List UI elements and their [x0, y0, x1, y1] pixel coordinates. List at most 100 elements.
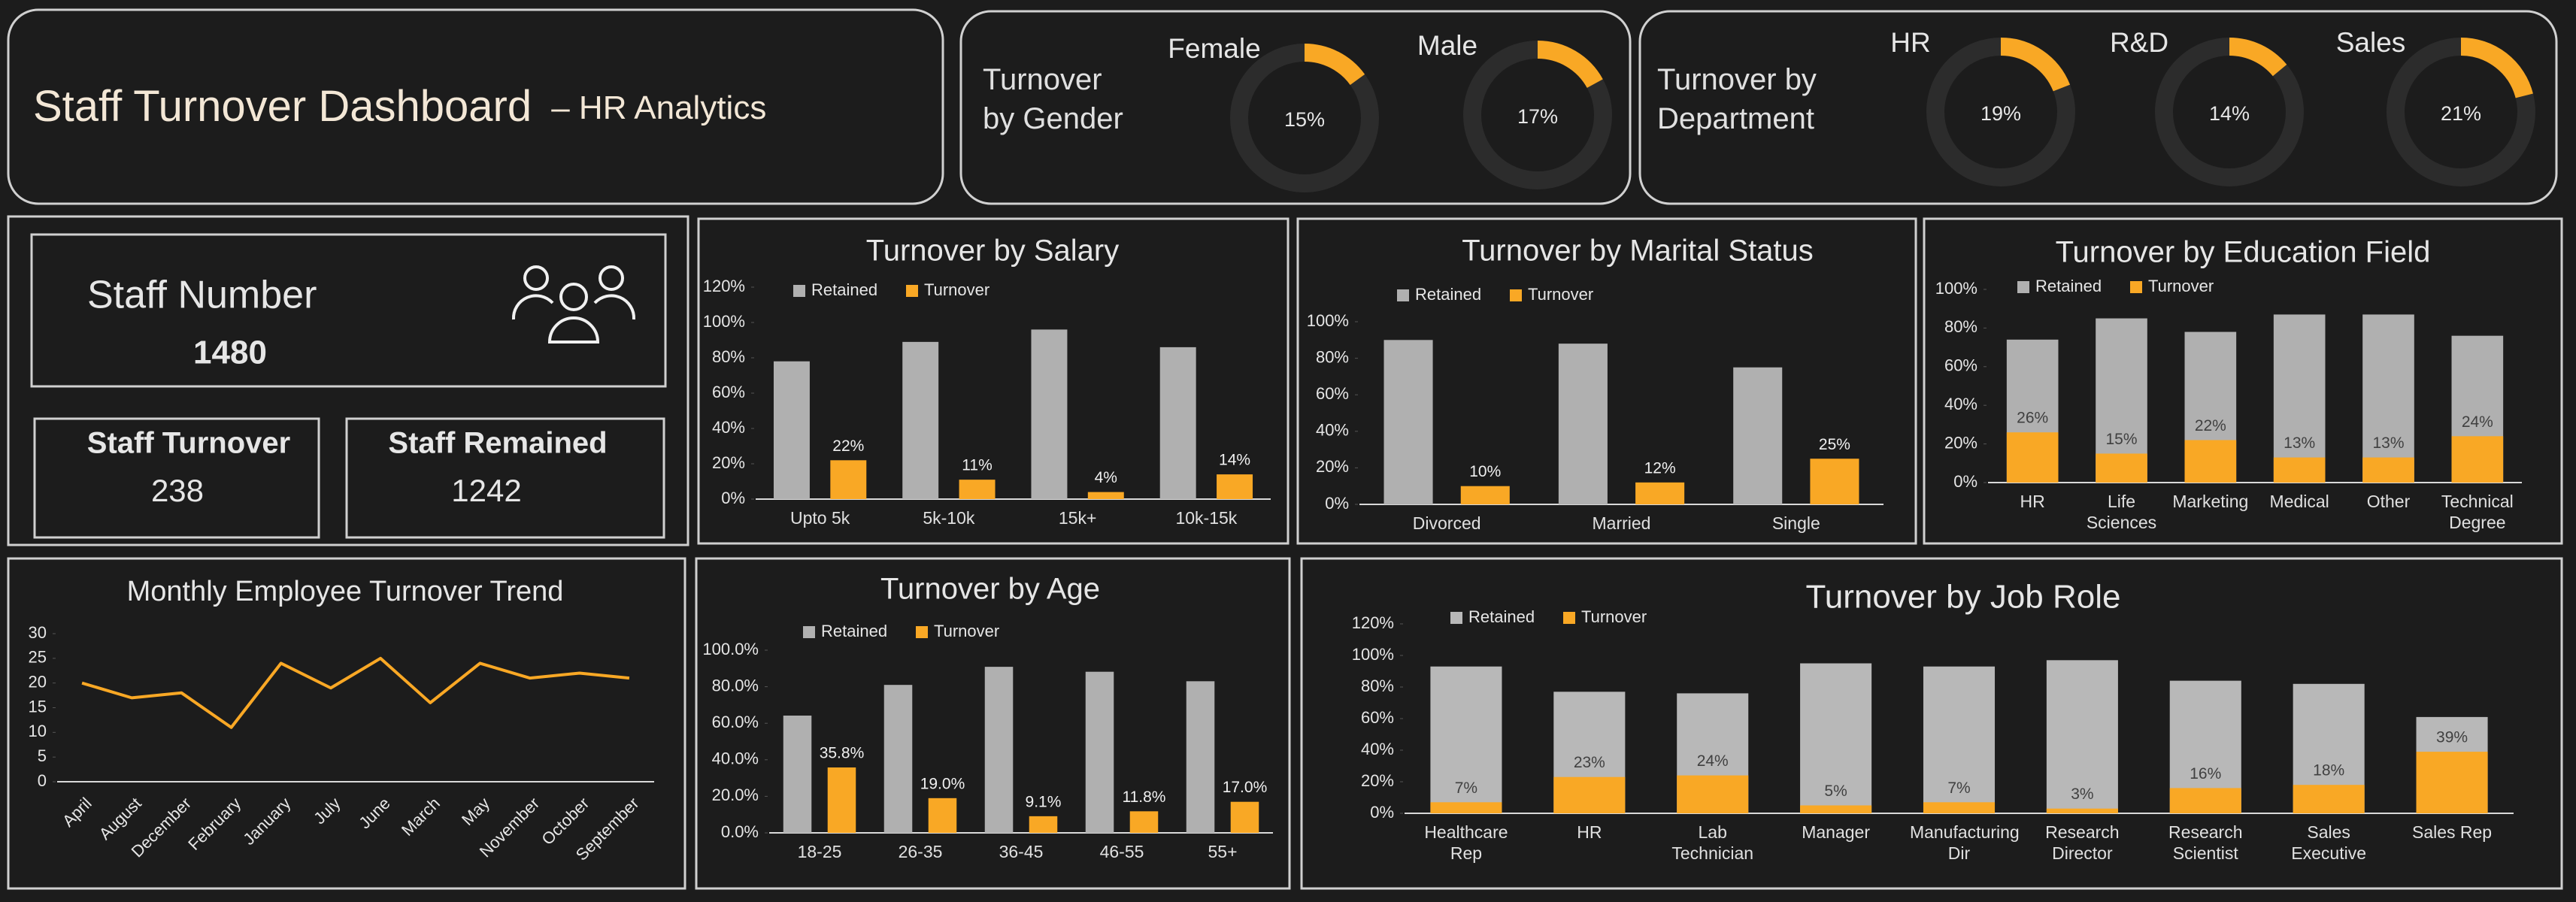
- bar: [1677, 775, 1749, 813]
- y-tick-label: 20: [29, 672, 47, 691]
- subtitle: – HR Analytics: [551, 89, 766, 126]
- legend-swatch: [2130, 281, 2142, 293]
- legend-swatch: [803, 626, 815, 638]
- x-tick-label: May: [458, 794, 493, 829]
- chart-title: Turnover by Department: [1657, 63, 1817, 135]
- legend-label: Retained: [1415, 285, 1481, 304]
- legend-swatch: [1510, 289, 1522, 301]
- x-tick-label: 15k+: [1058, 508, 1097, 528]
- kpi-card: [345, 417, 665, 539]
- bar: [2362, 314, 2414, 483]
- data-label: 15%: [2105, 431, 2137, 448]
- y-tick-label: 25: [29, 648, 47, 667]
- data-label: 13%: [2284, 434, 2315, 452]
- data-label: 26%: [2017, 410, 2048, 427]
- y-tick-label: 0: [38, 771, 47, 790]
- donut-arc: [1926, 38, 2075, 186]
- y-tick-label: 60%: [1944, 356, 1977, 375]
- kpi-card: [30, 233, 667, 388]
- x-tick-label: Medical: [2269, 492, 2329, 511]
- donut-value-label: 17%: [1517, 105, 1558, 128]
- bar: [1031, 329, 1068, 499]
- salary-panel: [697, 217, 1290, 545]
- legend-swatch: [1450, 612, 1462, 624]
- bar: [773, 361, 810, 499]
- department-panel: [1638, 10, 2558, 205]
- y-tick-label: 5: [38, 746, 47, 765]
- data-label: 24%: [1697, 752, 1729, 770]
- header-panel: [7, 8, 944, 205]
- data-label: 11.8%: [1122, 788, 1165, 806]
- data-label: 12%: [1644, 459, 1676, 477]
- kpi-card: [33, 417, 320, 539]
- y-tick-label: 120%: [703, 277, 745, 295]
- legend-swatch: [793, 285, 805, 297]
- donut-category: Female: [1168, 33, 1260, 64]
- data-label: 3%: [2071, 785, 2093, 803]
- x-tick-label: Marketing: [2172, 492, 2249, 511]
- x-tick-label: Life Sciences: [2086, 492, 2157, 532]
- bar: [928, 798, 957, 833]
- y-tick-label: 80%: [1944, 317, 1977, 336]
- y-tick-label: 20%: [712, 453, 745, 472]
- legend-swatch: [2017, 281, 2029, 293]
- x-tick-label: February: [184, 794, 244, 854]
- bar: [883, 685, 913, 833]
- bar: [2096, 453, 2147, 483]
- line: [81, 656, 630, 729]
- y-tick-label: 100%: [1352, 645, 1394, 664]
- x-tick-label: Married: [1592, 513, 1651, 533]
- x-tick-label: Manager: [1802, 822, 1870, 842]
- y-tick-label: 0%: [1370, 803, 1394, 822]
- bar: [902, 341, 939, 499]
- x-tick-label: 26-35: [898, 842, 943, 861]
- gender-panel: [959, 10, 1632, 205]
- y-tick-label: 100%: [703, 312, 745, 331]
- bar: [1087, 492, 1124, 499]
- legend-label: Turnover: [1581, 607, 1647, 626]
- chart-title: Turnover by Salary: [866, 235, 1119, 268]
- education-panel: [1923, 217, 2563, 545]
- y-tick-label: 40%: [712, 418, 745, 437]
- data-label: 5%: [1824, 782, 1847, 800]
- y-tick-label: 20%: [1944, 433, 1977, 452]
- y-tick-label: 80%: [1361, 676, 1394, 695]
- chart-title: Monthly Employee Turnover Trend: [127, 576, 564, 607]
- x-tick-label: 10k-15k: [1175, 508, 1238, 528]
- chart-title: Turnover by Education Field: [2056, 236, 2431, 269]
- x-tick-label: January: [239, 794, 294, 849]
- x-tick-label: August: [95, 794, 145, 843]
- y-tick-label: 60%: [1361, 708, 1394, 727]
- x-tick-label: HR: [1577, 822, 1602, 842]
- data-label: 18%: [2313, 762, 2344, 779]
- donut-arc: [1463, 41, 1612, 189]
- data-label: 35.8%: [820, 745, 865, 762]
- y-tick-label: 0.0%: [721, 822, 759, 841]
- legend-label: Retained: [1468, 607, 1535, 626]
- legend-label: Turnover: [1528, 285, 1593, 304]
- bar: [1186, 681, 1215, 833]
- bar: [2451, 436, 2504, 483]
- data-label: 24%: [2462, 413, 2493, 431]
- donut-arc: [2387, 38, 2535, 186]
- y-tick-label: 120%: [1352, 613, 1394, 632]
- bar: [1460, 486, 1510, 504]
- data-label: 14%: [1219, 452, 1250, 469]
- legend-label: Turnover: [2148, 277, 2214, 295]
- kpi-label: Staff Turnover: [87, 427, 290, 460]
- bar: [783, 715, 812, 833]
- kpi-label: Staff Number: [87, 274, 317, 317]
- x-tick-label: 36-45: [999, 842, 1044, 861]
- y-tick-label: 80%: [712, 347, 745, 366]
- x-tick-label: March: [398, 794, 444, 840]
- data-label: 7%: [1947, 779, 1970, 797]
- chart-title: Turnover by Age: [880, 573, 1100, 606]
- y-tick-label: 20%: [1361, 771, 1394, 790]
- data-label: 25%: [1819, 436, 1850, 453]
- x-tick-label: 46-55: [1099, 842, 1144, 861]
- x-tick-label: Single: [1771, 513, 1820, 533]
- y-tick-label: 100%: [1935, 279, 1977, 298]
- donut-arc: [2155, 38, 2304, 186]
- y-tick-label: 0%: [1325, 494, 1349, 513]
- legend-label: Turnover: [934, 622, 999, 640]
